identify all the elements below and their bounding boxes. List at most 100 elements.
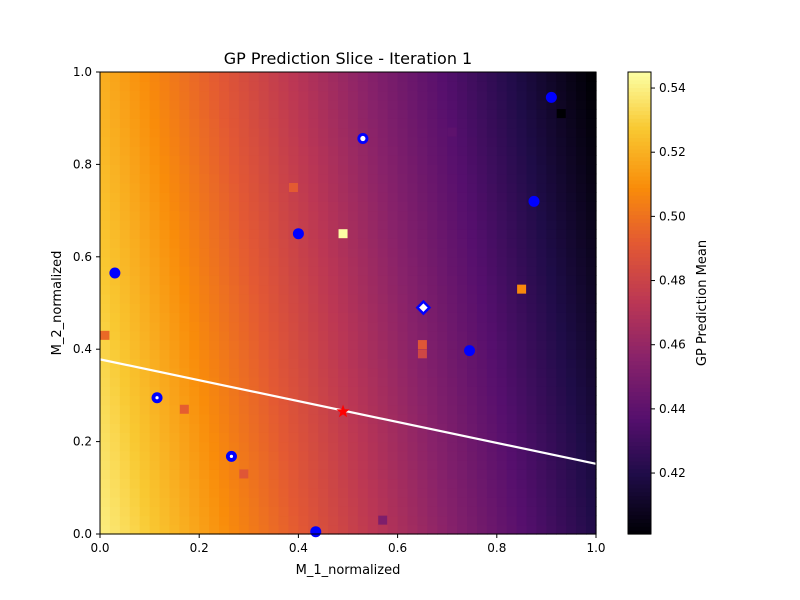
heatmap-cell — [209, 367, 220, 378]
heatmap-cell — [228, 182, 240, 193]
heatmap-cell — [179, 173, 190, 184]
heatmap-cell — [288, 256, 299, 267]
heatmap-cell — [586, 99, 597, 110]
heatmap-cell — [100, 108, 111, 119]
heatmap-cell — [397, 450, 409, 461]
heatmap-cell — [536, 182, 547, 193]
heatmap-cell — [367, 201, 379, 212]
heatmap-cell — [496, 413, 508, 424]
heatmap-cell — [238, 386, 250, 396]
heatmap-cell — [318, 358, 329, 369]
heatmap-cell — [377, 155, 389, 165]
heatmap-cell — [417, 524, 428, 535]
heatmap-cell — [288, 210, 299, 221]
heatmap-cell — [238, 284, 250, 295]
heatmap-cell — [228, 312, 240, 323]
heatmap-cell — [476, 330, 488, 341]
heatmap-cell — [268, 497, 280, 507]
heatmap-cell — [496, 210, 508, 221]
heatmap-cell — [189, 229, 200, 239]
heatmap-cell — [209, 330, 220, 341]
heatmap-cell — [328, 192, 339, 202]
colorbar-segment — [628, 199, 651, 204]
heatmap-cell — [318, 90, 329, 101]
heatmap-cell — [109, 229, 121, 239]
heatmap-cell — [516, 118, 528, 129]
heatmap-cell — [576, 99, 587, 110]
heatmap-cell — [496, 441, 508, 452]
heatmap-cell — [556, 460, 567, 470]
heatmap-cell — [278, 303, 290, 313]
heatmap-cell — [467, 72, 478, 82]
heatmap-cell — [219, 358, 230, 369]
x-axis-label: M_1_normalized — [296, 563, 401, 578]
heatmap-cell — [328, 432, 339, 443]
colorbar-segment — [628, 460, 651, 466]
heatmap-cell — [476, 506, 488, 517]
heatmap-cell — [357, 72, 369, 82]
heatmap-cell — [586, 266, 597, 276]
heatmap-cell — [248, 524, 260, 535]
colorbar-segment — [628, 449, 651, 454]
heatmap-cell — [199, 90, 210, 101]
heatmap-cell — [219, 321, 230, 332]
heatmap-cell — [149, 275, 161, 286]
heatmap-cell — [179, 90, 190, 101]
heatmap-cell — [536, 136, 547, 147]
heatmap-cell — [486, 423, 498, 433]
heatmap-cell — [338, 164, 349, 175]
heatmap-cell — [486, 81, 498, 92]
heatmap-cell — [576, 284, 587, 295]
heatmap-cell — [209, 312, 220, 323]
heatmap-cell — [328, 173, 339, 184]
heatmap-cell — [536, 219, 547, 230]
heatmap-cell — [427, 497, 438, 507]
heatmap-cell — [119, 303, 131, 313]
heatmap-cell — [308, 376, 319, 387]
heatmap-cell — [357, 487, 369, 498]
heatmap-cell — [179, 506, 190, 517]
decision-boundary — [99, 358, 597, 465]
heatmap-cell — [228, 266, 240, 276]
heatmap-cell — [407, 506, 419, 517]
heatmap-cell — [556, 210, 567, 221]
heatmap-cell — [199, 127, 210, 138]
heatmap-cell — [179, 284, 190, 295]
heatmap-cell — [447, 155, 458, 165]
heatmap-cell — [179, 441, 190, 452]
heatmap-cell — [377, 192, 389, 202]
heatmap-cell — [100, 72, 111, 82]
heatmap-cell — [268, 386, 280, 396]
heatmap-cell — [417, 321, 428, 332]
heatmap-cell — [367, 210, 379, 221]
colorbar-segment — [628, 122, 651, 127]
heatmap-cell — [377, 127, 389, 138]
heatmap-cell — [387, 367, 399, 378]
heatmap-cell — [586, 293, 597, 304]
heatmap-cell — [278, 266, 290, 276]
heatmap-cell — [377, 376, 389, 387]
heatmap-cell — [189, 266, 200, 276]
heatmap-cell — [209, 72, 220, 82]
heatmap-cell — [219, 145, 230, 156]
heatmap-cell — [209, 395, 220, 406]
colorbar-segment — [628, 510, 651, 516]
heatmap-cell — [328, 441, 339, 452]
heatmap-cell — [586, 423, 597, 433]
heatmap-cell — [288, 367, 299, 378]
heatmap-cell — [258, 339, 270, 350]
heatmap-cell — [238, 303, 250, 313]
heatmap-cell — [298, 487, 309, 498]
heatmap-cell — [486, 108, 498, 119]
heatmap-cell — [506, 524, 518, 535]
heatmap-cell — [219, 395, 230, 406]
heatmap-cell — [248, 339, 260, 350]
heatmap-cell — [139, 136, 151, 147]
heatmap-cell — [338, 136, 349, 147]
heatmap-cell — [149, 201, 161, 212]
heatmap-cell — [348, 182, 359, 193]
heatmap-cell — [357, 413, 369, 424]
heatmap-cell — [387, 524, 399, 535]
heatmap-cell — [209, 284, 220, 295]
heatmap-cell — [179, 210, 190, 221]
